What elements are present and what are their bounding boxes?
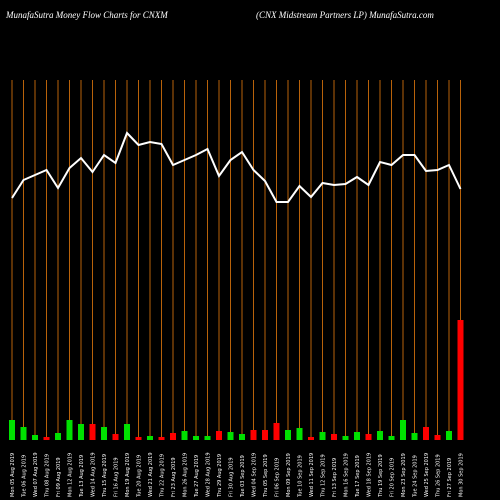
x-tick-label: Tue 13 Aug 2019 bbox=[79, 455, 85, 498]
bar bbox=[285, 430, 291, 440]
bar bbox=[296, 428, 303, 440]
x-tick-label: Tue 10 Sep 2019 bbox=[298, 455, 304, 498]
x-tick-label: Wed 14 Aug 2019 bbox=[91, 452, 97, 497]
bar bbox=[446, 431, 452, 440]
bar bbox=[158, 437, 165, 440]
bar bbox=[365, 434, 372, 440]
bar bbox=[193, 436, 199, 440]
bar bbox=[101, 427, 107, 440]
x-tick-label: Wed 04 Sep 2019 bbox=[252, 453, 258, 497]
x-tick-label: Thu 29 Aug 2019 bbox=[217, 454, 223, 498]
bar bbox=[216, 431, 222, 440]
bar bbox=[112, 434, 119, 440]
x-tick-label: Thu 19 Sep 2019 bbox=[378, 454, 384, 498]
x-tick-label: Fri 30 Aug 2019 bbox=[229, 457, 235, 497]
x-tick-label: Tue 20 Aug 2019 bbox=[137, 455, 143, 498]
bar bbox=[43, 437, 50, 440]
bar bbox=[457, 320, 464, 440]
bar bbox=[342, 436, 349, 440]
bar bbox=[423, 427, 429, 440]
x-tick-label: Thu 26 Sep 2019 bbox=[436, 454, 442, 498]
x-tick-label: Mon 23 Sep 2019 bbox=[401, 453, 407, 497]
x-tick-label: Wed 28 Aug 2019 bbox=[206, 452, 212, 497]
x-tick-label: Thu 12 Sep 2019 bbox=[321, 454, 327, 498]
bar bbox=[262, 430, 268, 440]
bar bbox=[55, 433, 61, 440]
bar bbox=[388, 436, 395, 440]
x-tick-label: Fri 06 Sep 2019 bbox=[275, 458, 281, 497]
bar bbox=[135, 437, 142, 440]
bar bbox=[411, 433, 418, 440]
x-tick-label: Tue 27 Aug 2019 bbox=[194, 455, 200, 498]
bar bbox=[273, 423, 280, 440]
x-tick-label: Thu 15 Aug 2019 bbox=[102, 454, 108, 498]
x-tick-label: Wed 25 Sep 2019 bbox=[424, 453, 430, 497]
bar bbox=[124, 424, 130, 440]
bar bbox=[319, 432, 326, 440]
x-tick-label: Fri 23 Aug 2019 bbox=[171, 457, 177, 497]
x-tick-label: Thu 05 Sep 2019 bbox=[263, 454, 269, 498]
x-tick-label: Fri 20 Sep 2019 bbox=[390, 458, 396, 497]
bar bbox=[9, 420, 15, 440]
bar bbox=[66, 420, 73, 440]
bar bbox=[377, 431, 383, 440]
x-tick-label: Fri 13 Sep 2019 bbox=[332, 458, 338, 497]
x-tick-label: Wed 21 Aug 2019 bbox=[148, 452, 154, 497]
x-tick-label: Mon 30 Sep 2019 bbox=[459, 453, 465, 497]
x-tick-label: Thu 08 Aug 2019 bbox=[45, 454, 51, 498]
bar bbox=[239, 434, 245, 440]
bar bbox=[147, 436, 153, 440]
x-tick-label: Fri 09 Aug 2019 bbox=[56, 457, 62, 497]
x-tick-label: Mon 12 Aug 2019 bbox=[68, 453, 74, 497]
x-tick-label: Mon 26 Aug 2019 bbox=[183, 453, 189, 497]
bar bbox=[227, 432, 234, 440]
x-tick-label: Wed 07 Aug 2019 bbox=[33, 452, 39, 497]
bar bbox=[170, 433, 176, 440]
x-tick-label: Mon 09 Sep 2019 bbox=[286, 453, 292, 497]
bar bbox=[89, 424, 96, 440]
bar bbox=[400, 420, 406, 440]
price-line bbox=[11, 131, 462, 203]
chart-title: MunafaSutra Money Flow Charts for CNXM bbox=[5, 10, 168, 20]
x-tick-label: Tue 17 Sep 2019 bbox=[355, 455, 361, 498]
x-tick-label: Fri 27 Sep 2019 bbox=[447, 458, 453, 497]
x-tick-label: Wed 18 Sep 2019 bbox=[367, 453, 373, 497]
x-tick-label: Wed 11 Sep 2019 bbox=[309, 453, 315, 497]
bar bbox=[20, 427, 27, 440]
x-tick-label: Fri 16 Aug 2019 bbox=[114, 457, 120, 497]
x-tick-label: Tue 03 Sep 2019 bbox=[240, 455, 246, 498]
x-tick-label: Thu 22 Aug 2019 bbox=[160, 454, 166, 498]
x-tick-label: Mon 19 Aug 2019 bbox=[125, 453, 131, 497]
chart-subtitle: (CNX Midstream Partners LP) MunafaSutra.… bbox=[256, 10, 434, 20]
bar bbox=[32, 435, 38, 440]
bar bbox=[434, 435, 441, 440]
x-tick-label: Tue 24 Sep 2019 bbox=[413, 455, 419, 498]
bar bbox=[354, 432, 360, 440]
bar bbox=[204, 436, 211, 440]
bar bbox=[250, 430, 257, 440]
x-tick-label: Tue 06 Aug 2019 bbox=[22, 455, 28, 498]
bar bbox=[331, 434, 337, 440]
bar bbox=[78, 424, 84, 440]
x-tick-label: Mon 16 Sep 2019 bbox=[344, 453, 350, 497]
x-tick-label: Mon 05 Aug 2019 bbox=[10, 453, 16, 497]
bar bbox=[308, 437, 314, 440]
bar bbox=[181, 431, 188, 440]
